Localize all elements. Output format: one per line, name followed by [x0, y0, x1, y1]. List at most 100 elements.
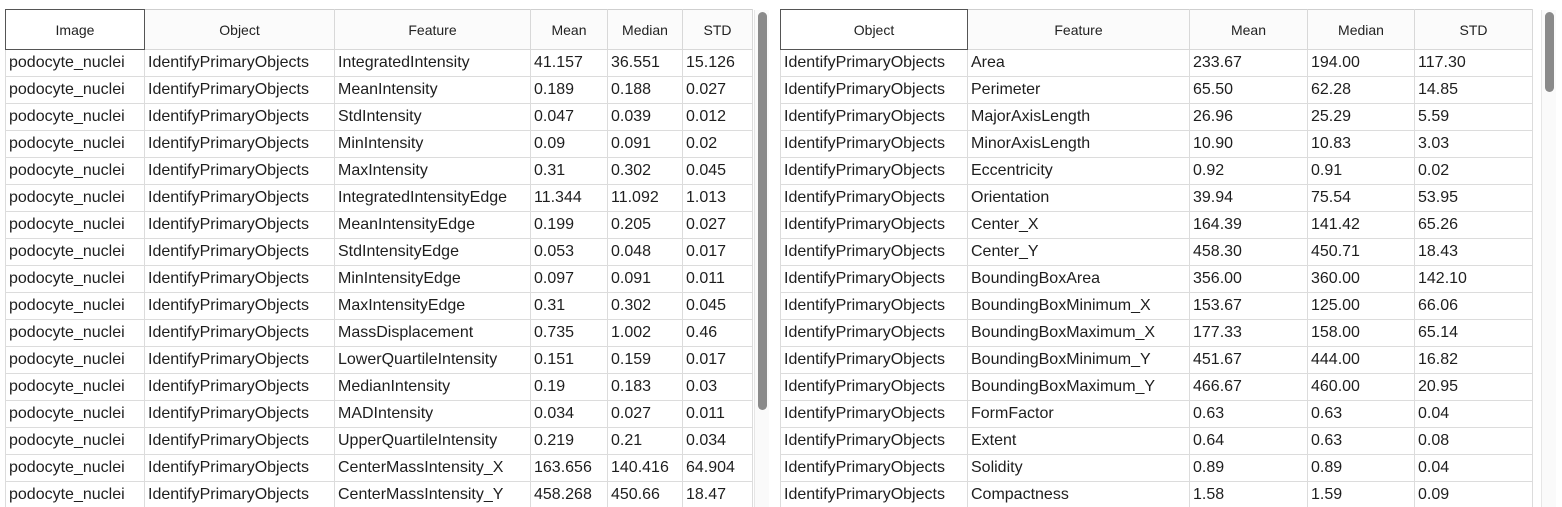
object-cell[interactable]: IdentifyPrimaryObjects	[780, 292, 968, 320]
std-cell[interactable]: 14.85	[1414, 76, 1533, 104]
mean-cell[interactable]: 39.94	[1189, 184, 1308, 212]
table-row[interactable]: IdentifyPrimaryObjects Perimeter 65.50 62.2…	[780, 76, 1533, 104]
feature-cell[interactable]: Solidity	[967, 454, 1190, 482]
std-cell[interactable]: 15.126	[682, 49, 753, 77]
table-row[interactable]: podocyte_nuclei IdentifyPrimaryObjects Int…	[5, 49, 753, 77]
std-cell[interactable]: 142.10	[1414, 265, 1533, 293]
median-cell[interactable]: 450.66	[607, 481, 683, 507]
median-cell[interactable]: 0.302	[607, 292, 683, 320]
median-cell[interactable]: 158.00	[1307, 319, 1415, 347]
mean-cell[interactable]: 164.39	[1189, 211, 1308, 239]
left-scrollbar-thumb[interactable]	[758, 12, 767, 410]
feature-cell[interactable]: Perimeter	[967, 76, 1190, 104]
mean-cell[interactable]: 10.90	[1189, 130, 1308, 158]
mean-cell[interactable]: 0.64	[1189, 427, 1308, 455]
feature-cell[interactable]: MeanIntensityEdge	[334, 211, 531, 239]
feature-cell[interactable]: MADIntensity	[334, 400, 531, 428]
image-cell[interactable]: podocyte_nuclei	[5, 238, 145, 266]
table-row[interactable]: podocyte_nuclei IdentifyPrimaryObjects Cen…	[5, 481, 753, 507]
mean-cell[interactable]: 451.67	[1189, 346, 1308, 374]
median-cell[interactable]: 0.039	[607, 103, 683, 131]
object-cell[interactable]: IdentifyPrimaryObjects	[780, 400, 968, 428]
feature-cell[interactable]: FormFactor	[967, 400, 1190, 428]
mean-cell[interactable]: 0.151	[530, 346, 608, 374]
feature-cell[interactable]: BoundingBoxMinimum_Y	[967, 346, 1190, 374]
object-cell[interactable]: IdentifyPrimaryObjects	[144, 427, 335, 455]
object-cell[interactable]: IdentifyPrimaryObjects	[780, 319, 968, 347]
std-cell[interactable]: 65.14	[1414, 319, 1533, 347]
table-row[interactable]: IdentifyPrimaryObjects Center_X 164.39 141.…	[780, 211, 1533, 239]
object-cell[interactable]: IdentifyPrimaryObjects	[780, 373, 968, 401]
mean-cell[interactable]: 0.189	[530, 76, 608, 104]
std-cell[interactable]: 18.43	[1414, 238, 1533, 266]
table-row[interactable]: podocyte_nuclei IdentifyPrimaryObjects Cen…	[5, 454, 753, 482]
median-cell[interactable]: 0.027	[607, 400, 683, 428]
column-header-std[interactable]: STD	[1414, 9, 1533, 50]
feature-cell[interactable]: CenterMassIntensity_Y	[334, 481, 531, 507]
mean-cell[interactable]: 356.00	[1189, 265, 1308, 293]
median-cell[interactable]: 0.63	[1307, 400, 1415, 428]
feature-cell[interactable]: Orientation	[967, 184, 1190, 212]
std-cell[interactable]: 0.045	[682, 157, 753, 185]
mean-cell[interactable]: 0.199	[530, 211, 608, 239]
feature-cell[interactable]: LowerQuartileIntensity	[334, 346, 531, 374]
mean-cell[interactable]: 0.735	[530, 319, 608, 347]
object-cell[interactable]: IdentifyPrimaryObjects	[144, 319, 335, 347]
median-cell[interactable]: 10.83	[1307, 130, 1415, 158]
feature-cell[interactable]: Eccentricity	[967, 157, 1190, 185]
table-row[interactable]: podocyte_nuclei IdentifyPrimaryObjects Std…	[5, 238, 753, 266]
table-row[interactable]: podocyte_nuclei IdentifyPrimaryObjects Mea…	[5, 211, 753, 239]
median-cell[interactable]: 194.00	[1307, 49, 1415, 77]
object-cell[interactable]: IdentifyPrimaryObjects	[780, 49, 968, 77]
std-cell[interactable]: 3.03	[1414, 130, 1533, 158]
image-cell[interactable]: podocyte_nuclei	[5, 481, 145, 507]
object-cell[interactable]: IdentifyPrimaryObjects	[144, 103, 335, 131]
image-cell[interactable]: podocyte_nuclei	[5, 103, 145, 131]
feature-cell[interactable]: MeanIntensity	[334, 76, 531, 104]
std-cell[interactable]: 0.012	[682, 103, 753, 131]
mean-cell[interactable]: 11.344	[530, 184, 608, 212]
object-cell[interactable]: IdentifyPrimaryObjects	[144, 454, 335, 482]
table-row[interactable]: IdentifyPrimaryObjects MinorAxisLength 10.…	[780, 130, 1533, 158]
table-row[interactable]: IdentifyPrimaryObjects Center_Y 458.30 450.…	[780, 238, 1533, 266]
mean-cell[interactable]: 0.034	[530, 400, 608, 428]
table-row[interactable]: podocyte_nuclei IdentifyPrimaryObjects Mas…	[5, 319, 753, 347]
feature-cell[interactable]: MinIntensityEdge	[334, 265, 531, 293]
image-cell[interactable]: podocyte_nuclei	[5, 49, 145, 77]
feature-cell[interactable]: MaxIntensity	[334, 157, 531, 185]
median-cell[interactable]: 360.00	[1307, 265, 1415, 293]
object-cell[interactable]: IdentifyPrimaryObjects	[144, 130, 335, 158]
feature-cell[interactable]: MinorAxisLength	[967, 130, 1190, 158]
std-cell[interactable]: 0.04	[1414, 400, 1533, 428]
mean-cell[interactable]: 26.96	[1189, 103, 1308, 131]
feature-cell[interactable]: Extent	[967, 427, 1190, 455]
object-cell[interactable]: IdentifyPrimaryObjects	[144, 373, 335, 401]
std-cell[interactable]: 65.26	[1414, 211, 1533, 239]
std-cell[interactable]: 0.027	[682, 211, 753, 239]
object-cell[interactable]: IdentifyPrimaryObjects	[144, 76, 335, 104]
feature-cell[interactable]: MaxIntensityEdge	[334, 292, 531, 320]
column-header-mean[interactable]: Mean	[1189, 9, 1308, 50]
left-vertical-scrollbar[interactable]	[754, 10, 769, 507]
table-row[interactable]: IdentifyPrimaryObjects FormFactor 0.63 0.63…	[780, 400, 1533, 428]
mean-cell[interactable]: 458.30	[1189, 238, 1308, 266]
table-row[interactable]: podocyte_nuclei IdentifyPrimaryObjects Med…	[5, 373, 753, 401]
std-cell[interactable]: 0.04	[1414, 454, 1533, 482]
table-row[interactable]: IdentifyPrimaryObjects Compactness 1.58 1.5…	[780, 481, 1533, 507]
table-row[interactable]: podocyte_nuclei IdentifyPrimaryObjects Upp…	[5, 427, 753, 455]
object-cell[interactable]: IdentifyPrimaryObjects	[780, 76, 968, 104]
feature-cell[interactable]: StdIntensity	[334, 103, 531, 131]
mean-cell[interactable]: 0.097	[530, 265, 608, 293]
std-cell[interactable]: 0.011	[682, 265, 753, 293]
table-row[interactable]: podocyte_nuclei IdentifyPrimaryObjects Min…	[5, 130, 753, 158]
median-cell[interactable]: 0.63	[1307, 427, 1415, 455]
std-cell[interactable]: 18.47	[682, 481, 753, 507]
feature-cell[interactable]: MedianIntensity	[334, 373, 531, 401]
table-row[interactable]: podocyte_nuclei IdentifyPrimaryObjects Max…	[5, 292, 753, 320]
std-cell[interactable]: 0.46	[682, 319, 753, 347]
object-cell[interactable]: IdentifyPrimaryObjects	[780, 454, 968, 482]
image-cell[interactable]: podocyte_nuclei	[5, 400, 145, 428]
mean-cell[interactable]: 153.67	[1189, 292, 1308, 320]
object-cell[interactable]: IdentifyPrimaryObjects	[780, 238, 968, 266]
object-cell[interactable]: IdentifyPrimaryObjects	[144, 265, 335, 293]
